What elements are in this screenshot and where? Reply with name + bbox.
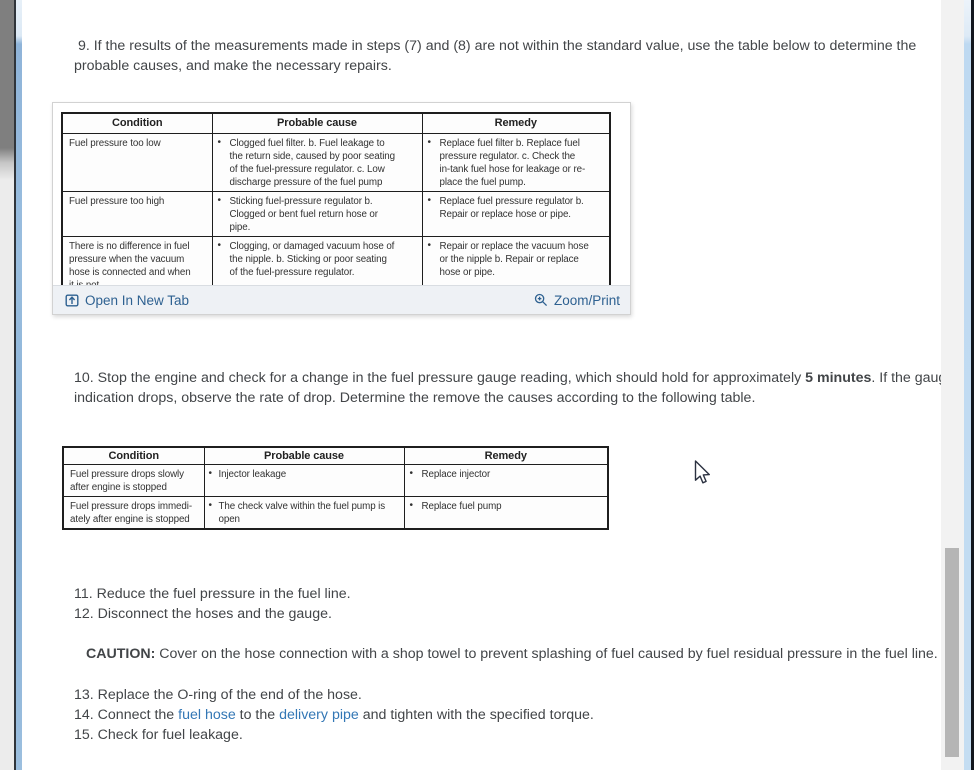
bullet-glyph: • <box>409 500 414 511</box>
bullet-glyph: • <box>217 239 222 251</box>
table2-header-condition: Condition <box>62 446 205 465</box>
table2-header-remedy: Remedy <box>403 446 609 465</box>
table1-r2-cause: Sticking fuel-pressure regulator b. Clog… <box>229 195 379 233</box>
table-row: Fuel pressure drops immedi- ately after … <box>62 496 609 530</box>
table1-header-remedy: Remedy <box>421 112 611 134</box>
step-14-prefix: 14. Connect the <box>74 707 179 724</box>
bullet-glyph: • <box>409 468 414 479</box>
bullet-glyph: • <box>427 194 432 206</box>
window-right-edge <box>971 0 974 770</box>
left-frame-divider <box>14 0 16 770</box>
step-14-mid: to the <box>235 707 280 724</box>
step-15-text: 15. Check for fuel leakage. <box>74 727 243 744</box>
open-in-new-tab-link[interactable]: Open In New Tab <box>65 293 189 308</box>
table-row: Fuel pressure drops slowly after engine … <box>62 464 609 497</box>
step-10-prefix: 10. Stop the engine and check for a chan… <box>74 370 806 387</box>
table-row: Fuel pressure too low • Clogged fuel filt… <box>61 132 611 192</box>
zoom-print-link[interactable]: Zoom/Print <box>534 293 620 308</box>
table1-header-condition: Condition <box>61 112 213 134</box>
fuel-hose-link[interactable]: fuel hose <box>178 707 236 724</box>
caution-text: Cover on the hose connection with a shop… <box>155 646 938 663</box>
caution-note: CAUTION: Cover on the hose connection wi… <box>86 644 963 664</box>
table2-r1-remedy: Replace injector <box>421 469 491 480</box>
delivery-pipe-link[interactable]: delivery pipe <box>279 707 359 724</box>
table-row: Fuel pressure too high • Sticking fuel-pr… <box>61 190 611 237</box>
zoom-print-label: Zoom/Print <box>553 292 620 308</box>
step-9-text: 9. If the results of the measurements ma… <box>74 38 917 75</box>
table1-r3-remedy: Repair or replace the vacuum hose or the… <box>439 240 589 278</box>
caution-label: CAUTION: <box>86 646 156 663</box>
right-blue-border-strip <box>964 0 971 770</box>
bullet-glyph: • <box>427 136 432 148</box>
table2-r2-condition: Fuel pressure drops immedi- ately after … <box>70 501 192 525</box>
bullet-glyph: • <box>217 136 222 148</box>
step-11-text: 11. Reduce the fuel pressure in the fuel… <box>74 586 351 603</box>
table1-r3-condition: There is no difference in fuel pressure … <box>69 240 191 291</box>
window-edge-gray-column <box>0 0 14 770</box>
table1-header-cause: Probable cause <box>211 112 423 134</box>
table1-r2-condition: Fuel pressure too high <box>69 195 165 207</box>
table1-r1-cause: Clogged fuel filter. b. Fuel leakage to … <box>229 137 396 188</box>
scanned-table-card: Condition Probable cause Remedy Fuel pre… <box>52 102 631 315</box>
magnifier-plus-icon <box>534 293 548 307</box>
left-blue-border-strip <box>16 0 22 770</box>
bullet-glyph: • <box>208 468 213 479</box>
bullet-glyph: • <box>427 239 432 251</box>
table2-r2-remedy: Replace fuel pump <box>421 501 502 512</box>
document-content-pane: 9. If the results of the measurements ma… <box>22 0 954 770</box>
step-12-text: 12. Disconnect the hoses and the gauge. <box>74 606 332 623</box>
image-toolbar: Open In New Tab Zoom/Print <box>53 285 630 314</box>
bullet-glyph: • <box>208 500 213 511</box>
step-14-text: 14. Connect the fuel hose to the deliver… <box>74 705 963 725</box>
bullet-glyph: • <box>217 194 222 206</box>
table1-r1-remedy: Replace fuel filter b. Replace fuel pres… <box>439 137 586 188</box>
table1-r1-condition: Fuel pressure too low <box>69 137 161 149</box>
table2-r1-condition: Fuel pressure drops slowly after engine … <box>70 469 184 493</box>
open-in-new-tab-label: Open In New Tab <box>85 292 190 308</box>
open-in-new-tab-icon <box>65 293 79 307</box>
vertical-scrollbar-thumb[interactable] <box>945 548 959 757</box>
pressure-drop-diagnosis-table: Condition Probable cause Remedy Fuel pre… <box>62 446 609 530</box>
table1-r3-cause: Clogging, or damaged vacuum hose of the … <box>229 240 395 278</box>
table2-header-cause: Probable cause <box>203 446 405 465</box>
table2-r2-cause: The check valve within the fuel pump is … <box>218 501 386 525</box>
fuel-pressure-diagnosis-table: Condition Probable cause Remedy Fuel pre… <box>61 112 611 296</box>
step-10-bold-duration: 5 minutes <box>805 370 872 387</box>
step-13-text: 13. Replace the O-ring of the end of the… <box>74 687 362 704</box>
step-10-text: 10. Stop the engine and check for a chan… <box>74 368 963 408</box>
table2-r1-cause: Injector leakage <box>218 469 287 480</box>
table1-r2-remedy: Replace fuel pressure regulator b. Repai… <box>439 195 584 220</box>
step-14-suffix: and tighten with the specified torque. <box>358 707 594 724</box>
